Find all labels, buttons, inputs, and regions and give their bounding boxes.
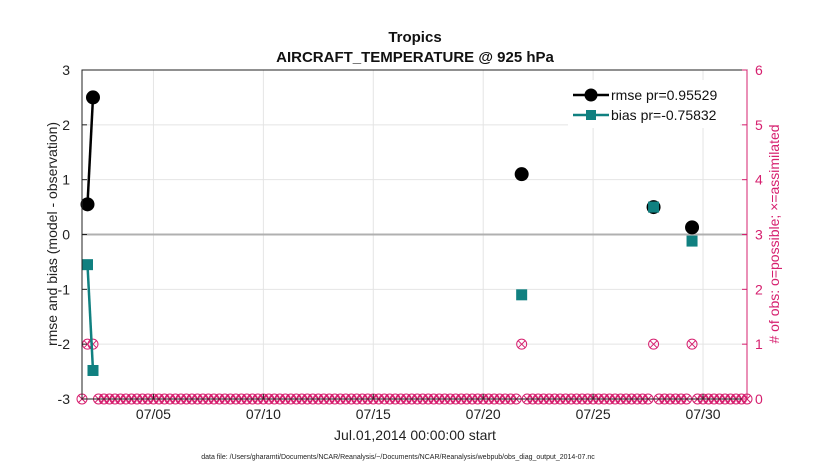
rmse-point bbox=[80, 197, 95, 212]
x-axis-label: Jul.01,2014 00:00:00 start bbox=[334, 427, 496, 443]
legend-rmse-marker bbox=[584, 88, 598, 102]
legend-box bbox=[568, 80, 740, 128]
bias-point bbox=[686, 235, 698, 247]
x-tick-label: 07/10 bbox=[246, 406, 281, 422]
y-tick-label-right: 0 bbox=[755, 391, 763, 407]
chart-title-line1: Tropics bbox=[388, 29, 441, 46]
y-tick-label-right: 3 bbox=[755, 227, 763, 243]
y-tick-label-left: -3 bbox=[58, 391, 71, 407]
legend-rmse-label: rmse pr=0.95529 bbox=[611, 87, 717, 103]
y-axis-label-right: # of obs: o=possible; ×=assimilated bbox=[766, 124, 782, 343]
bias-point bbox=[87, 364, 99, 376]
rmse-line-segment bbox=[86, 97, 95, 205]
obs-possible-circle bbox=[686, 338, 698, 350]
y-tick-label-left: -1 bbox=[58, 281, 71, 297]
y-axis-label-left: rmse and bias (model - observation) bbox=[44, 122, 60, 346]
series-lines bbox=[80, 90, 700, 376]
bias-point bbox=[516, 289, 528, 301]
x-tick-label: 07/15 bbox=[356, 406, 391, 422]
obs-count-one-marker bbox=[686, 338, 698, 350]
y-tick-label-left: 3 bbox=[62, 62, 70, 78]
bias-point bbox=[81, 259, 93, 271]
axis-ticks: 07/05 07/10 07/15 07/20 07/25 07/30 -3 -2 -1 0 1 2 3… bbox=[58, 62, 763, 422]
x-tick-label: 07/30 bbox=[686, 406, 721, 422]
legend-bias-label: bias pr=-0.75832 bbox=[611, 107, 717, 123]
y-tick-label-left: 0 bbox=[62, 227, 70, 243]
obs-assimilated-x bbox=[688, 340, 696, 349]
rmse-point bbox=[514, 167, 529, 182]
y-tick-label-left: 1 bbox=[62, 172, 70, 188]
legend-bias-marker bbox=[586, 110, 596, 120]
y-tick-label-left: -2 bbox=[58, 336, 71, 352]
chart-title-line2: AIRCRAFT_TEMPERATURE @ 925 hPa bbox=[276, 49, 554, 66]
rmse-point bbox=[685, 220, 700, 235]
bias-line-segment bbox=[86, 264, 95, 371]
obs-possible-circle bbox=[648, 338, 660, 350]
obs-count-one-marker bbox=[648, 338, 660, 350]
legend: rmse pr=0.95529 bias pr=-0.75832 bbox=[568, 80, 740, 128]
x-tick-label: 07/20 bbox=[466, 406, 501, 422]
obs-possible-circle bbox=[516, 338, 528, 350]
y-tick-label-right: 5 bbox=[755, 117, 763, 133]
obs-count-one-marker bbox=[516, 338, 528, 350]
y-tick-label-right: 2 bbox=[755, 281, 763, 297]
x-tick-label: 07/05 bbox=[136, 406, 171, 422]
y-tick-label-left: 2 bbox=[62, 117, 70, 133]
y-tick-label-right: 1 bbox=[755, 336, 763, 352]
x-tick-label: 07/25 bbox=[576, 406, 611, 422]
bias-point bbox=[648, 201, 660, 213]
footnote: data file: /Users/gharamti/Documents/NCA… bbox=[201, 454, 595, 461]
rmse-point bbox=[85, 90, 100, 105]
y-tick-label-right: 4 bbox=[755, 172, 763, 188]
y-tick-label-right: 6 bbox=[755, 62, 763, 78]
obs-assimilated-x bbox=[649, 340, 658, 349]
obs-assimilated-x bbox=[517, 340, 526, 349]
